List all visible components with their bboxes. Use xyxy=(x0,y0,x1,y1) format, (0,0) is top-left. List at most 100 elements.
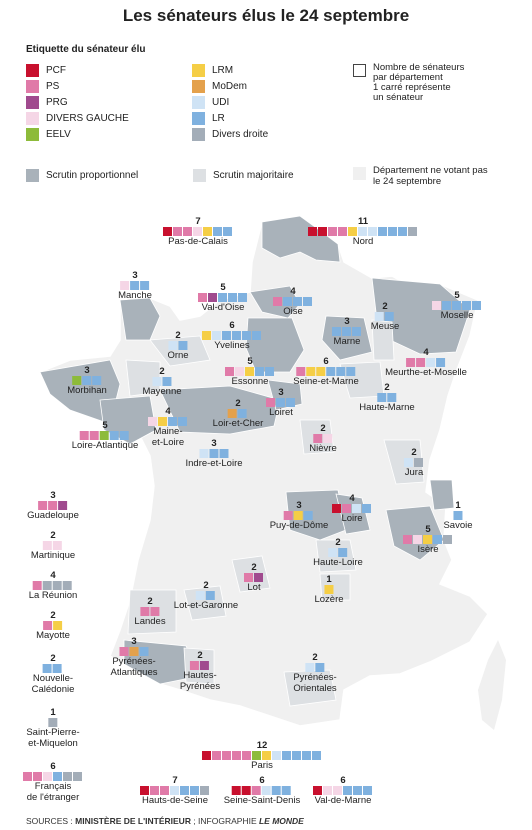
department-name-yvelines: Yvelines xyxy=(214,340,250,351)
seat-square-ps xyxy=(149,607,159,616)
seat-square-ps xyxy=(295,367,305,376)
seat-square-lr xyxy=(337,548,347,557)
seat-count-martinique: 2 xyxy=(50,530,56,541)
seat-square-pcf xyxy=(163,227,172,236)
department-name-puy-de-dome: Puy-de-Dôme xyxy=(269,520,329,531)
department-name-meurthe-et-moselle: Meurthe-et-Moselle xyxy=(385,367,467,378)
seat-square-lr xyxy=(292,751,301,760)
seat-square-lr xyxy=(238,409,247,418)
department-la-reunion: 4 La Réunion xyxy=(29,570,78,601)
department-yvelines: 6 Yvelines xyxy=(202,320,262,351)
seat-squares-val-d-oise xyxy=(198,293,248,302)
legend-heading: Etiquette du sénateur élu xyxy=(26,44,146,55)
seat-count-guadeloupe: 3 xyxy=(50,490,56,501)
department-manche: 3 Manche xyxy=(118,270,152,301)
legend-label-prg: PRG xyxy=(46,96,68,108)
seat-square-udi xyxy=(170,786,179,795)
seat-square-lr xyxy=(452,301,461,310)
seat-square-divers-gauche xyxy=(42,541,52,550)
department-nord: 11 Nord xyxy=(308,216,418,247)
legend-swatch-eelv xyxy=(26,127,39,141)
seat-squares-seine-saint-denis xyxy=(224,786,301,795)
department-moselle: 5 Moselle xyxy=(432,290,482,321)
department-mayotte: 2 Mayotte xyxy=(36,610,70,641)
seat-count-morbihan: 3 xyxy=(84,365,90,376)
seat-square-udi xyxy=(196,591,205,600)
seat-squares-moselle xyxy=(432,301,482,310)
seat-square-divers-gauche xyxy=(235,367,244,376)
department-name-nievre: Nièvre xyxy=(309,443,337,454)
seat-square-lr xyxy=(378,227,387,236)
seat-count-nievre: 2 xyxy=(320,423,326,434)
legend-label-divers-droite: Divers droite xyxy=(212,128,269,140)
seat-count-pyrenees-orientales: 2 xyxy=(312,652,318,663)
proportional-swatch xyxy=(26,169,39,182)
seat-square-lr xyxy=(140,281,149,290)
legend-label-ps: PS xyxy=(46,80,60,92)
seat-square-eelv xyxy=(99,431,109,440)
seat-square-lrm xyxy=(52,621,62,630)
seat-squares-paris xyxy=(202,751,322,760)
seat-square-ps xyxy=(225,367,234,376)
seat-square-udi xyxy=(152,377,161,386)
department-meuse: 2 Meuse xyxy=(371,301,400,332)
seat-square-lr xyxy=(42,664,52,673)
seat-square-ps xyxy=(38,501,47,510)
seat-square-divers-gauche xyxy=(333,786,342,795)
seat-square-lr xyxy=(238,293,247,302)
seat-count-essonne: 5 xyxy=(247,356,253,367)
seat-count-val-d-oise: 5 xyxy=(220,282,226,293)
department-name-meuse: Meuse xyxy=(370,321,400,332)
majority-label: Scrutin majoritaire xyxy=(213,170,294,181)
seat-square-lr xyxy=(162,377,171,386)
legend-swatch-modem xyxy=(192,79,205,93)
department-francais-de-l-etranger: 6 Français de l'étranger xyxy=(23,761,83,803)
seat-square-ps xyxy=(212,751,221,760)
seat-squares-val-de-marne xyxy=(313,786,373,795)
seat-square-lr xyxy=(91,376,101,385)
seat-square-ps xyxy=(403,535,412,544)
department-name-pas-de-calais: Pas-de-Calais xyxy=(168,236,228,247)
department-haute-loire: 2 Haute-Loire xyxy=(313,537,363,568)
legend-swatch-pcf xyxy=(26,63,39,77)
seat-square-lr xyxy=(265,367,274,376)
seat-squares-puy-de-dome xyxy=(270,511,329,520)
seat-squares-savoie xyxy=(443,511,472,520)
region-meuse xyxy=(371,319,395,361)
seat-squares-mayotte xyxy=(36,621,70,630)
seat-square-lr xyxy=(138,647,148,656)
legend-swatch-udi xyxy=(192,95,205,109)
seat-square-divers-gauche xyxy=(323,786,332,795)
seat-square-lr xyxy=(353,786,362,795)
seat-count-yvelines: 6 xyxy=(229,320,235,331)
not-voting-swatch xyxy=(353,167,366,180)
seat-square-ps xyxy=(33,772,42,781)
department-name-saint-pierre-et-miquelon: Saint-Pierre- et-Miquelon xyxy=(26,727,80,749)
seat-squares-morbihan xyxy=(67,376,107,385)
seat-square-lr xyxy=(178,417,187,426)
seat-square-ps xyxy=(183,227,192,236)
department-val-de-marne: 6 Val-de-Marne xyxy=(313,775,373,806)
seat-square-lr xyxy=(178,341,187,350)
seat-square-modem xyxy=(228,409,237,418)
seat-square-ps xyxy=(406,358,415,367)
seat-count-lozere: 1 xyxy=(326,574,332,585)
department-marne: 3 Marne xyxy=(332,316,362,347)
department-loir-et-cher: 2 Loir-et-Cher xyxy=(213,398,264,429)
legend-item-lr: LR xyxy=(192,111,225,125)
seat-square-lr xyxy=(462,301,471,310)
not-voting-label: Département ne votant pas le 24 septembr… xyxy=(373,165,488,187)
seat-square-ps xyxy=(23,772,32,781)
seat-square-divers-droite xyxy=(200,786,209,795)
region-centre xyxy=(159,385,281,435)
seat-square-lrm xyxy=(203,227,212,236)
department-seine-saint-denis: 6 Seine-Saint-Denis xyxy=(224,775,301,806)
seat-count-meurthe-et-moselle: 4 xyxy=(423,347,429,358)
seat-square-divers-gauche xyxy=(322,434,332,443)
seat-count-landes: 2 xyxy=(147,596,153,607)
seat-square-lr xyxy=(386,393,396,402)
seat-square-ps xyxy=(244,573,253,582)
source-mid: ; INFOGRAPHIE xyxy=(190,816,259,826)
seat-square-lr xyxy=(436,358,445,367)
